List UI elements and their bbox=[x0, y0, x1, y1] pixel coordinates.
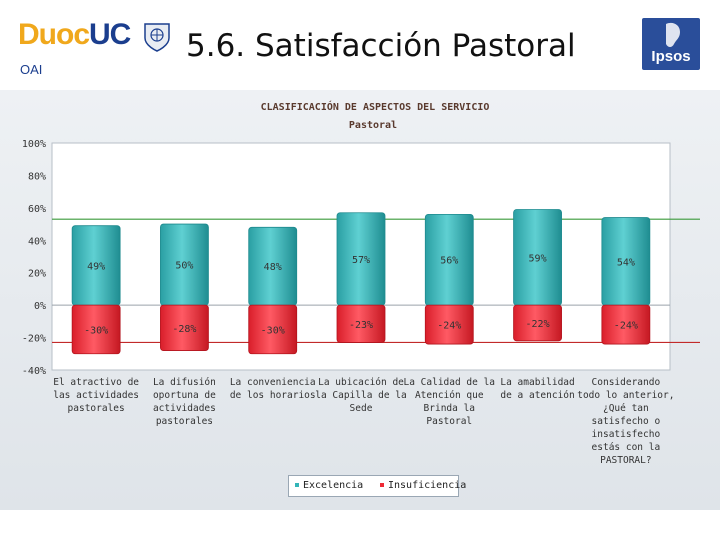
x-tick-label: La conveniencia de los horarios bbox=[230, 377, 316, 401]
x-tick-label-line: Pastoral bbox=[426, 416, 472, 427]
oai-label: OAI bbox=[20, 62, 43, 77]
chart: CLASIFICACIÓN DE ASPECTOS DEL SERVICIO P… bbox=[0, 90, 720, 510]
y-tick-label: 60% bbox=[28, 204, 46, 215]
x-tick-label: El atractivo de las actividades pastorales bbox=[53, 377, 139, 414]
x-tick-label-line: insatisfecho bbox=[592, 429, 661, 440]
x-tick-label: La ubicación de la Capilla de la Sede bbox=[315, 377, 407, 414]
legend-item-insuficiencia: Insuficiencia bbox=[380, 480, 466, 491]
bar-insuficiencia bbox=[513, 304, 562, 342]
data-label-excelencia: 56% bbox=[440, 256, 458, 267]
x-tick-label-line: oportuna de bbox=[153, 390, 216, 401]
legend-swatch-insuficiencia bbox=[380, 483, 384, 487]
data-label-excelencia: 48% bbox=[264, 262, 282, 273]
ipsos-mark-icon bbox=[666, 22, 680, 47]
x-tick-label-line: PASTORAL? bbox=[600, 455, 651, 466]
x-tick-label-line: Sede bbox=[350, 403, 373, 414]
bar-insuficiencia bbox=[160, 304, 209, 351]
x-tick-label-line: de los horarios bbox=[230, 390, 316, 401]
x-tick-label-line: La conveniencia bbox=[230, 377, 316, 388]
x-tick-label: La amabilidad de a atención bbox=[500, 377, 574, 401]
data-label-excelencia: 54% bbox=[617, 257, 635, 268]
y-tick-label: -40% bbox=[22, 366, 46, 377]
x-tick-label-line: satisfecho o bbox=[592, 416, 661, 427]
x-tick-label-line: La Calidad de la bbox=[404, 377, 496, 388]
chart-title: CLASIFICACIÓN DE ASPECTOS DEL SERVICIO bbox=[261, 100, 490, 113]
slide-title: 5.6. Satisfacción Pastoral bbox=[186, 28, 576, 64]
data-label-excelencia: 57% bbox=[352, 255, 370, 266]
x-tick-label-line: estás con la bbox=[592, 442, 661, 453]
data-label-insuficiencia: -30% bbox=[84, 325, 108, 336]
ipsos-wordmark: Ipsos bbox=[651, 48, 691, 65]
bar-insuficiencia bbox=[601, 304, 651, 345]
bar-insuficiencia bbox=[424, 304, 474, 345]
university-seal-icon bbox=[144, 23, 170, 52]
data-label-insuficiencia: -28% bbox=[172, 324, 196, 335]
data-label-excelencia: 50% bbox=[175, 261, 193, 272]
x-tick-label-line: La ubicación de bbox=[318, 377, 404, 388]
bar-insuficiencia bbox=[248, 304, 298, 355]
x-tick-label: La Calidad de la Atención que Brinda la Pas… bbox=[404, 377, 496, 427]
x-tick-label: Considerando todo lo anterior, ¿Qué tan sat… bbox=[577, 377, 674, 466]
y-tick-label: 0% bbox=[34, 301, 46, 312]
x-tick-label-line: Brinda la bbox=[424, 403, 475, 414]
x-tick-label-line: La amabilidad bbox=[500, 377, 574, 388]
x-tick-label-line: la Capilla de la bbox=[315, 390, 407, 401]
ipsos-logo: Ipsos bbox=[642, 18, 700, 70]
data-label-excelencia: 59% bbox=[529, 253, 547, 264]
x-tick-label-line: El atractivo de bbox=[53, 377, 139, 388]
bar-insuficiencia bbox=[336, 304, 386, 343]
data-label-insuficiencia: -22% bbox=[526, 319, 550, 330]
x-tick-label-line: Atención que bbox=[415, 390, 484, 401]
y-tick-label: 40% bbox=[28, 236, 46, 247]
y-tick-label: -20% bbox=[22, 334, 46, 345]
x-tick-label-line: ¿Qué tan bbox=[603, 403, 649, 414]
x-tick-label-line: pastorales bbox=[68, 403, 125, 414]
x-tick-label-line: actividades bbox=[153, 403, 216, 414]
data-label-insuficiencia: -24% bbox=[437, 321, 461, 332]
y-tick-label: 20% bbox=[28, 269, 46, 280]
x-tick-label-line: Considerando bbox=[592, 377, 661, 388]
x-tick-label-line: todo lo anterior, bbox=[577, 390, 674, 401]
data-label-insuficiencia: -30% bbox=[261, 325, 285, 336]
x-tick-label: La difusión oportuna de actividades pastora… bbox=[153, 377, 216, 427]
x-tick-label-line: La difusión bbox=[153, 377, 216, 388]
duoc-uc-logo: DuocUC bbox=[18, 18, 131, 51]
legend-label-excelencia: Excelencia bbox=[303, 480, 364, 491]
x-tick-label-line: las actividades bbox=[53, 390, 139, 401]
legend: Excelencia Insuficiencia bbox=[288, 475, 466, 497]
chart-subtitle: Pastoral bbox=[349, 120, 397, 131]
legend-swatch-excelencia bbox=[295, 483, 299, 487]
x-axis-labels: El atractivo de las actividades pastorales… bbox=[53, 377, 674, 466]
legend-item-excelencia: Excelencia bbox=[295, 480, 363, 491]
bar-insuficiencia bbox=[71, 304, 121, 355]
legend-label-insuficiencia: Insuficiencia bbox=[388, 480, 467, 491]
x-tick-label-line: pastorales bbox=[156, 416, 213, 427]
data-label-insuficiencia: -24% bbox=[614, 321, 638, 332]
x-tick-label-line: de a atención bbox=[500, 390, 574, 401]
y-tick-label: 80% bbox=[28, 171, 46, 182]
data-label-insuficiencia: -23% bbox=[349, 320, 373, 331]
bars: 49% -30% 50% -28% 48% -30% 57% -23% 56% -24% 59% -2… bbox=[71, 209, 651, 355]
y-tick-label: 100% bbox=[22, 139, 46, 150]
data-label-excelencia: 49% bbox=[87, 261, 105, 272]
